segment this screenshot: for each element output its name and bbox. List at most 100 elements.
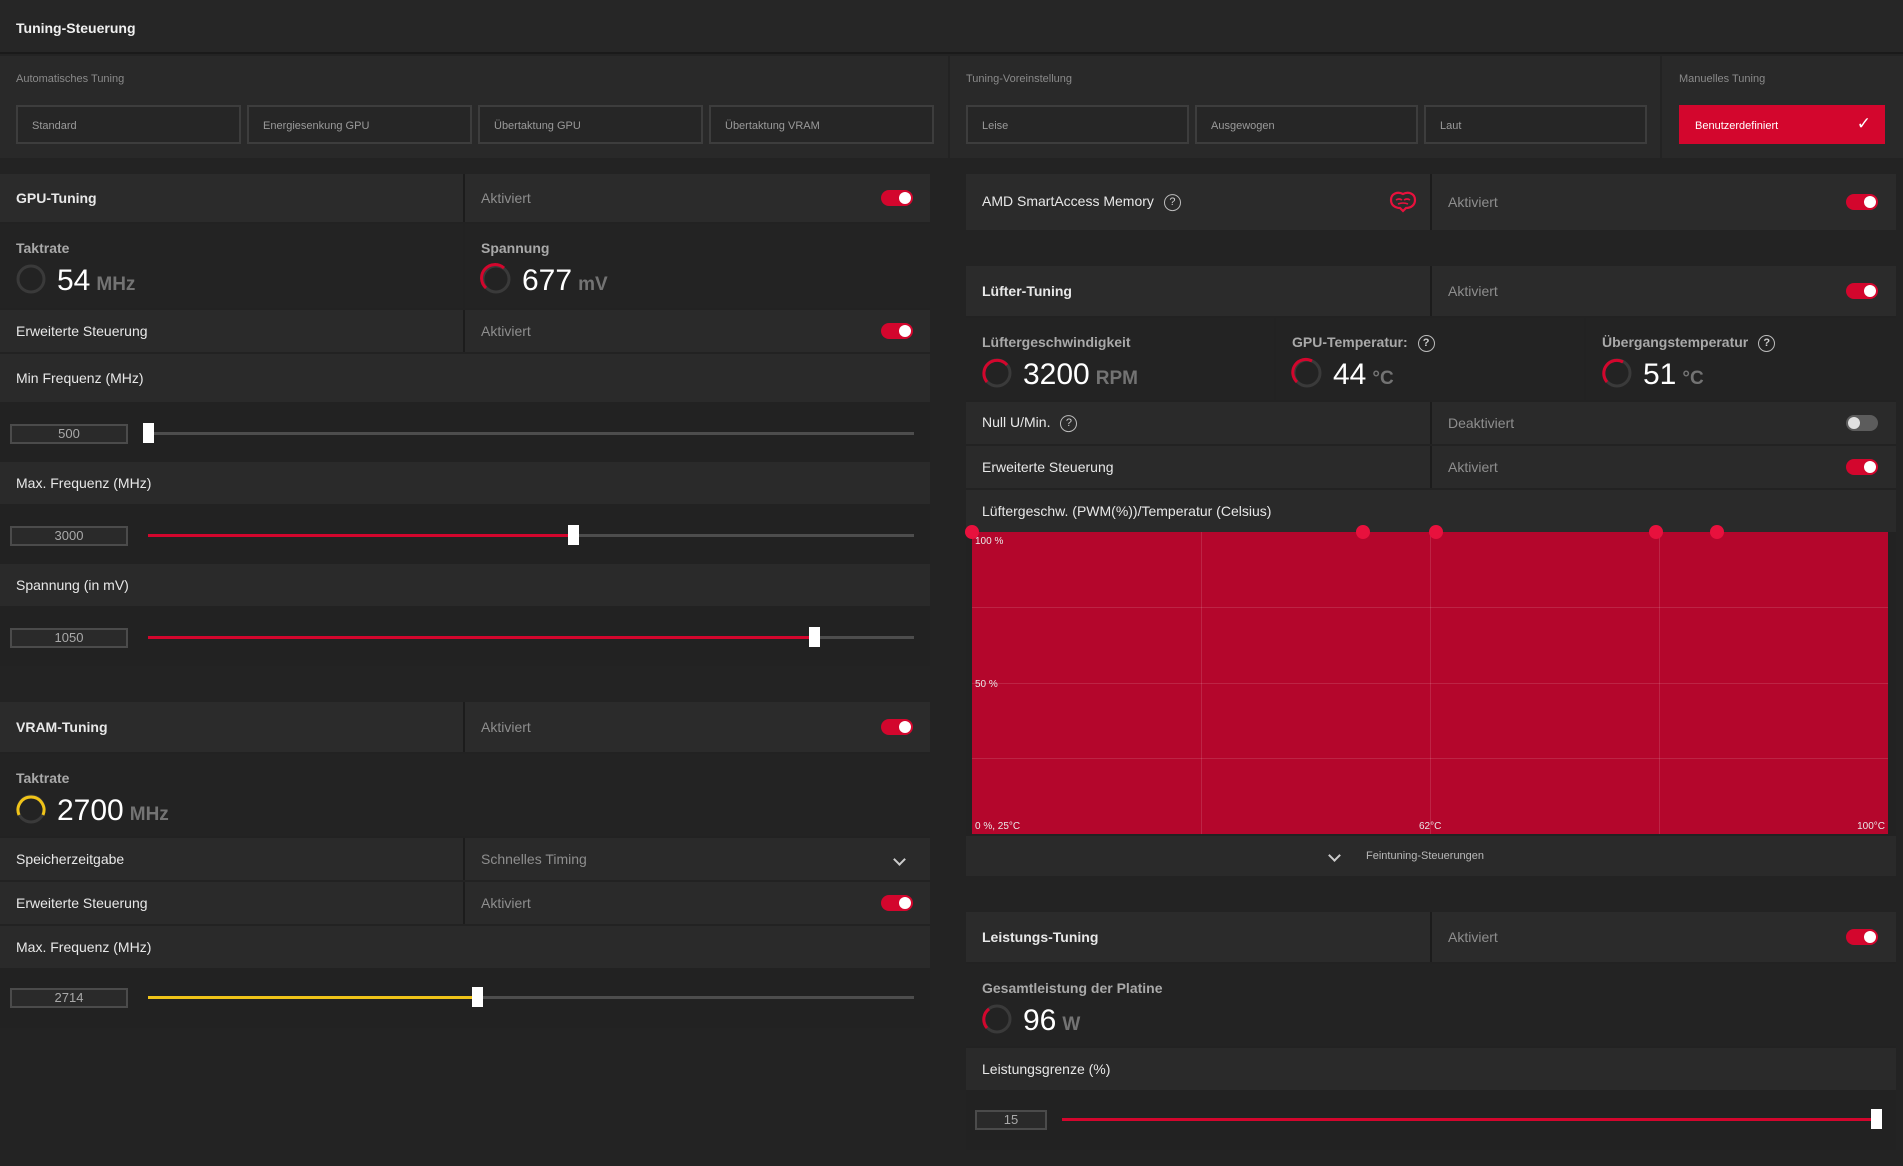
vram-clock-unit: MHz (129, 804, 169, 825)
preset-overclock-gpu-button[interactable]: Übertaktung GPU (478, 105, 703, 144)
fan-curve-point-2[interactable] (1355, 525, 1370, 539)
gpu-advanced-status: Aktiviert (481, 323, 531, 339)
min-frequency-row: Min Frequenz (MHz) (0, 354, 930, 402)
vram-max-frequency-slider[interactable] (148, 987, 914, 1007)
power-limit-input[interactable]: 15 (975, 1110, 1047, 1130)
gpu-clock-gauge-icon (16, 264, 46, 294)
x-tick-label-100: 100°C (1857, 821, 1885, 832)
gpu-voltage-label: Spannung (481, 240, 550, 256)
min-frequency-input[interactable]: 500 (10, 424, 128, 444)
preset-custom-button[interactable]: Benutzerdefiniert ✓ (1679, 105, 1885, 144)
min-frequency-slider[interactable] (143, 423, 914, 443)
max-frequency-slider[interactable] (148, 525, 914, 545)
junction-temperature-value: 51 (1643, 358, 1677, 391)
fine-tuning-link[interactable]: Feintuning-Steuerungen (1366, 850, 1485, 862)
fan-curve-points (965, 525, 1888, 834)
manual-tuning-label: Manuelles Tuning (1679, 73, 1766, 85)
fan-curve-point-3[interactable] (1429, 525, 1444, 539)
gpu-voltage-value: 677 (522, 264, 573, 297)
zero-rpm-status: Deaktiviert (1448, 415, 1515, 431)
fan-speed-value: 3200 (1023, 358, 1090, 391)
gridline (972, 683, 1888, 684)
fan-curve-point-5[interactable] (1710, 525, 1724, 539)
gridline (1430, 532, 1431, 834)
help-icon[interactable]: ? (1060, 414, 1078, 432)
help-icon[interactable]: ? (1758, 334, 1776, 352)
gpu-voltage-gauge-icon (480, 263, 511, 294)
gpu-clock-metric: Taktrate 54 MHz (0, 224, 463, 308)
voltage-limit-slider[interactable] (148, 627, 914, 647)
fan-tuning-status: Aktiviert (1448, 283, 1498, 299)
gridline (972, 758, 1888, 759)
preset-standard-button[interactable]: Standard (16, 105, 241, 144)
preset-balanced-button[interactable]: Ausgewogen (1195, 105, 1418, 144)
gpu-tuning-status: Aktiviert (481, 190, 531, 206)
chevron-down-icon[interactable] (893, 851, 906, 869)
vram-max-frequency-row: Max. Frequenz (MHz) (0, 926, 930, 968)
voltage-limit-slider-thumb[interactable] (809, 627, 821, 647)
fine-tuning-row[interactable]: Feintuning-Steuerungen (966, 836, 1896, 876)
vram-max-frequency-input[interactable]: 2714 (10, 988, 128, 1008)
fan-curve-chart[interactable]: 100 % 50 % 0 %, 25°C 62°C 100°C (972, 532, 1888, 834)
gpu-advanced-toggle[interactable] (881, 323, 913, 339)
board-power-gauge-icon (982, 1004, 1012, 1034)
vram-clock-gauge-icon (16, 794, 46, 824)
min-frequency-slider-thumb[interactable] (143, 423, 154, 443)
gpu-temperature-gauge-icon (1291, 357, 1322, 388)
power-tuning-toggle[interactable] (1846, 929, 1878, 945)
gridline (1659, 532, 1660, 834)
tuning-preset-section: Tuning-Voreinstellung Leise Ausgewogen L… (950, 56, 1660, 158)
gpu-voltage-unit: mV (578, 274, 608, 295)
fan-advanced-status: Aktiviert (1448, 459, 1498, 475)
zero-rpm-row: Null U/Min.? Deaktiviert (966, 402, 1896, 444)
power-limit-row: Leistungsgrenze (%) (966, 1048, 1896, 1090)
memory-timing-row: Speicherzeitgabe Schnelles Timing (0, 838, 930, 880)
smart-access-memory-toggle[interactable] (1846, 194, 1878, 210)
vram-advanced-toggle[interactable] (881, 895, 913, 911)
voltage-limit-input[interactable]: 1050 (10, 628, 128, 648)
fan-speed-label: Lüftergeschwindigkeit (982, 334, 1131, 350)
power-limit-slider-thumb[interactable] (1871, 1109, 1882, 1129)
preset-power-saving-button[interactable]: Energiesenkung GPU (247, 105, 472, 144)
auto-tuning-section: Automatisches Tuning Standard Energiesen… (0, 56, 948, 158)
max-frequency-slider-thumb[interactable] (568, 525, 580, 545)
zero-rpm-toggle[interactable] (1846, 415, 1878, 431)
preset-quiet-button[interactable]: Leise (966, 105, 1189, 144)
x-tick-label-62: 62°C (1419, 821, 1442, 832)
max-frequency-label: Max. Frequenz (MHz) (16, 475, 152, 491)
max-frequency-input[interactable]: 3000 (10, 526, 128, 546)
gpu-tuning-title: GPU-Tuning (16, 190, 97, 206)
help-icon[interactable]: ? (1417, 334, 1435, 352)
gpu-clock-unit: MHz (96, 274, 136, 295)
checkmark-icon: ✓ (1856, 114, 1871, 133)
gpu-temperature-label: GPU-Temperatur: (1292, 334, 1408, 350)
gpu-voltage-metric: Spannung 677 mV (465, 224, 930, 308)
voltage-limit-label: Spannung (in mV) (16, 577, 129, 593)
fan-tuning-header: Lüfter-Tuning Aktiviert (966, 266, 1896, 316)
gpu-tuning-toggle[interactable] (881, 190, 913, 206)
vram-clock-metric: Taktrate 2700 MHz (0, 754, 930, 836)
board-power-label: Gesamtleistung der Platine (982, 980, 1163, 996)
fan-curve-point-4[interactable] (1648, 525, 1663, 539)
preset-overclock-vram-button[interactable]: Übertaktung VRAM (709, 105, 934, 144)
memory-timing-dropdown[interactable]: Schnelles Timing (481, 851, 587, 867)
vram-max-frequency-slider-thumb[interactable] (472, 987, 484, 1007)
fan-advanced-control-row: Erweiterte Steuerung Aktiviert (966, 446, 1896, 488)
page-title: Tuning-Steuerung (16, 20, 136, 36)
fan-tuning-toggle[interactable] (1846, 283, 1878, 299)
preset-loud-button[interactable]: Laut (1424, 105, 1647, 144)
help-icon[interactable]: ? (1163, 193, 1181, 211)
fan-advanced-toggle[interactable] (1846, 459, 1878, 475)
manual-tuning-section: Manuelles Tuning Benutzerdefiniert ✓ (1662, 56, 1903, 158)
fan-curve-point-1[interactable] (965, 525, 979, 539)
power-limit-slider[interactable] (1062, 1109, 1882, 1129)
vram-tuning-status: Aktiviert (481, 719, 531, 735)
vram-tuning-toggle[interactable] (881, 719, 913, 735)
fan-curve-title-row: Lüftergeschw. (PWM(%))/Temperatur (Celsi… (966, 490, 1896, 532)
y-tick-label-100: 100 % (975, 536, 1004, 547)
chevron-down-icon[interactable] (1328, 847, 1341, 865)
min-frequency-label: Min Frequenz (MHz) (16, 370, 144, 386)
zero-rpm-label: Null U/Min. (982, 414, 1051, 431)
power-tuning-title: Leistungs-Tuning (982, 929, 1099, 945)
gpu-advanced-control-row: Erweiterte Steuerung Aktiviert (0, 310, 930, 352)
